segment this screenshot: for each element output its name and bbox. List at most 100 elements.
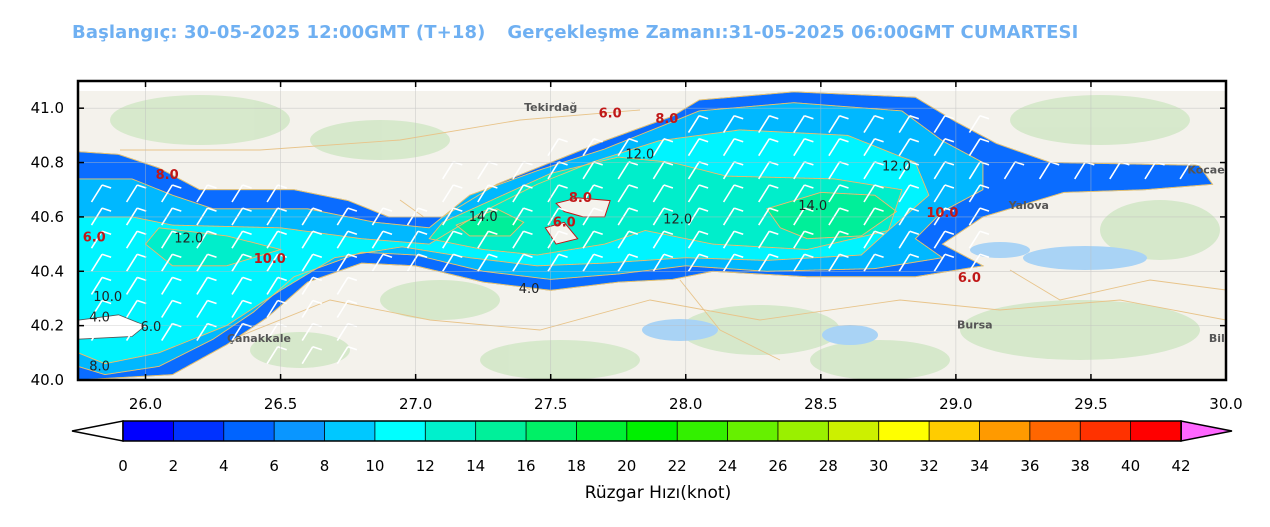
y-tick-label: 40.2 (31, 317, 64, 335)
wind-barb-shaft (196, 323, 209, 342)
wind-barb-flag (804, 184, 814, 189)
wind-barb-flag (874, 184, 884, 189)
wind-barb-flag (909, 114, 920, 120)
wind-barb-shaft (547, 184, 560, 203)
wind-barb-shaft (90, 323, 103, 342)
wind-barb-shaft (687, 184, 700, 203)
wind-barb-flag (558, 184, 568, 189)
wind-barb-flag (242, 299, 252, 305)
wind-barb-flag (277, 207, 287, 212)
wind-barb-shaft (301, 323, 314, 342)
wind-barb-flag (101, 230, 112, 235)
contour-line-6 (766, 191, 898, 240)
contour-label: 6.0 (553, 215, 576, 230)
wind-barb-shaft (933, 161, 946, 180)
wind-barb-flag (347, 276, 358, 282)
wind-barb-shaft (442, 253, 454, 272)
colorbar-swatch (525, 420, 578, 442)
wind-barb-flag (698, 253, 709, 259)
wind-barb-flag (698, 114, 709, 120)
colorbar-tick-label: 18 (567, 457, 586, 475)
wind-barb-shaft (898, 115, 911, 134)
wind-barb-shaft (266, 276, 279, 295)
wind-barb-shaft (617, 184, 630, 203)
wind-barb-flag (101, 184, 112, 189)
colorbar-swatch (223, 420, 276, 442)
wind-barb-flag (417, 253, 428, 259)
contour-label: 12.0 (174, 232, 203, 247)
wind-barb-shaft (442, 207, 454, 226)
wind-barb-flag (804, 207, 814, 212)
colorbar-tick-label: 14 (466, 457, 485, 475)
wind-barb-flag (909, 138, 920, 143)
contour-label: 6.0 (141, 320, 162, 335)
wind-barb-flag (277, 322, 287, 328)
colorbar-tick-label: 22 (668, 457, 687, 475)
contour-line-5 (455, 208, 525, 237)
wind-barb-flag (136, 184, 147, 189)
wind-barb-flag (101, 276, 112, 282)
wind-barb-shaft (758, 230, 770, 249)
wind-barb-shaft (828, 207, 841, 226)
wind-barb-flag (733, 114, 744, 120)
contour-label: 8.0 (655, 112, 678, 127)
wind-barb-flag (628, 138, 639, 143)
wind-barb-flag (979, 184, 990, 189)
wind-barb-shaft (828, 230, 841, 249)
contour-label: 8.0 (89, 359, 110, 374)
wind-barb-shaft (512, 207, 525, 226)
wind-barb-shaft (477, 253, 490, 272)
wind-barb-shaft (687, 207, 700, 226)
wind-barb-shaft (477, 207, 490, 226)
wind-barb-flag (523, 230, 533, 235)
wind-barb-shaft (722, 253, 735, 272)
y-tick-label: 41.0 (31, 99, 64, 117)
colorbar-tick-label: 32 (920, 457, 939, 475)
wind-barb-flag (979, 114, 990, 120)
colorbar-tick-label: 36 (1020, 457, 1039, 475)
wind-barb-shaft (828, 184, 841, 203)
wind-barb-shaft (793, 184, 806, 203)
x-tick-label: 27.5 (534, 395, 567, 413)
wind-barb-flag (874, 114, 884, 120)
wind-barb-flag (628, 253, 639, 259)
wind-barb-flag (207, 207, 217, 212)
wind-barb-shaft (266, 323, 279, 342)
wind-barb-flag (347, 322, 358, 328)
wind-barb-shaft (125, 323, 138, 342)
wind-barb-shaft (617, 138, 630, 157)
wind-barb-flag (347, 299, 358, 305)
wind-barb-shaft (722, 207, 735, 226)
wind-barb-flag (347, 207, 358, 212)
colorbar-swatch (1130, 420, 1182, 442)
wind-barb-shaft (336, 346, 349, 365)
wind-barb-flag (277, 299, 287, 305)
wind-barb-shaft (687, 253, 700, 272)
wind-barb-flag (453, 230, 463, 235)
wind-barb-shaft (266, 253, 279, 272)
wind-barb-flag (839, 114, 849, 120)
wind-barb-flag (979, 207, 990, 212)
wind-barb-shaft (793, 230, 806, 249)
wind-barb-shaft (898, 184, 911, 203)
wind-barb-shaft (828, 115, 841, 134)
contour-label: 12.0 (882, 160, 911, 175)
wind-barb-shaft (90, 300, 103, 318)
wind-barb-shaft (1109, 161, 1122, 180)
wind-barb-flag (312, 207, 323, 212)
wind-barb-flag (417, 207, 428, 212)
wind-barb-shaft (512, 230, 525, 249)
wind-barb-shaft (758, 253, 770, 272)
wind-barb-shaft (582, 161, 595, 180)
wind-barb-flag (101, 253, 112, 259)
wind-barb-flag (769, 184, 779, 189)
wind-barb-shaft (442, 230, 454, 249)
wind-barb-shaft (582, 207, 595, 226)
wind-barb-flag (207, 299, 217, 305)
wind-barb-shaft (371, 253, 384, 272)
x-tick-label: 26.0 (129, 395, 162, 413)
wind-barb-flag (593, 230, 603, 235)
wind-barb-shaft (793, 161, 806, 180)
